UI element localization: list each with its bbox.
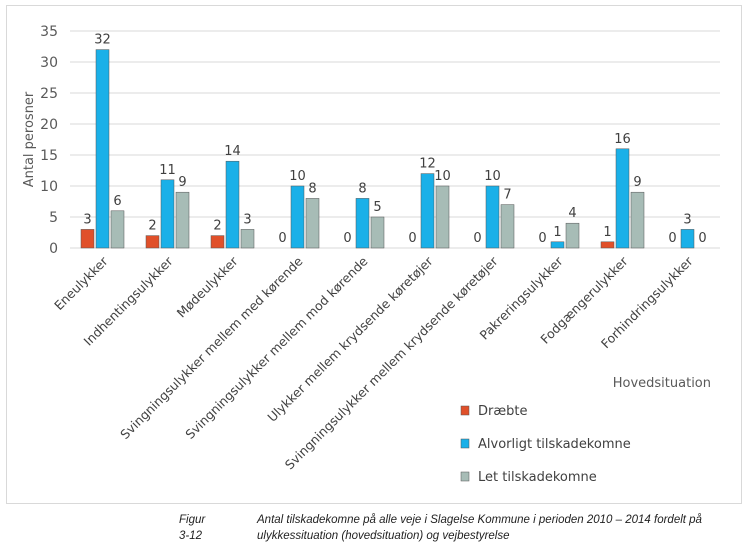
legend-swatch xyxy=(460,438,470,449)
data-label: 9 xyxy=(633,175,641,190)
data-label: 16 xyxy=(614,132,631,147)
legend-swatch xyxy=(460,471,470,482)
y-tick-label: 5 xyxy=(49,210,58,226)
y-tick-label: 15 xyxy=(40,148,58,164)
bar xyxy=(600,241,615,249)
bar xyxy=(355,198,370,249)
data-label: 1 xyxy=(553,225,561,240)
data-label: 4 xyxy=(568,206,576,221)
bar xyxy=(290,185,305,249)
data-label: 14 xyxy=(224,144,241,159)
data-label: 3 xyxy=(83,212,91,227)
data-label: 12 xyxy=(419,157,436,172)
bar xyxy=(565,222,580,249)
bar xyxy=(95,49,110,249)
data-label: 10 xyxy=(289,169,306,184)
bar xyxy=(110,210,125,249)
data-label: 9 xyxy=(178,175,186,190)
caption-text: Antal tilskadekomne på alle veje i Slage… xyxy=(257,514,702,542)
bar xyxy=(175,191,190,249)
y-tick-label: 0 xyxy=(49,241,58,257)
data-label: 8 xyxy=(308,181,316,196)
data-label: 11 xyxy=(159,163,176,178)
data-label: 32 xyxy=(94,33,111,48)
data-label: 3 xyxy=(243,212,251,227)
bar xyxy=(500,204,515,249)
chart-frame xyxy=(6,5,742,504)
legend-label: Let tilskadekomne xyxy=(478,470,597,485)
data-label: 2 xyxy=(213,219,221,234)
data-label: 8 xyxy=(358,181,366,196)
bar xyxy=(435,185,450,249)
category-label: Eneulykker xyxy=(51,253,111,313)
bar xyxy=(630,191,645,249)
y-tick-label: 35 xyxy=(40,24,58,40)
bar xyxy=(420,173,435,249)
data-label: 0 xyxy=(278,231,286,246)
bar xyxy=(210,235,225,249)
data-label: 5 xyxy=(373,200,381,215)
bar xyxy=(615,148,630,249)
y-tick-label: 10 xyxy=(40,179,58,195)
y-axis-label: Antal perosner xyxy=(22,91,37,187)
data-label: 3 xyxy=(683,212,691,227)
data-label: 7 xyxy=(503,188,511,203)
data-label: 0 xyxy=(343,231,351,246)
bar xyxy=(550,241,565,249)
category-label: Mødeulykker xyxy=(174,253,242,321)
data-label: 10 xyxy=(434,169,451,184)
y-tick-label: 25 xyxy=(40,86,58,102)
x-axis-label: Hovedsituation xyxy=(613,376,711,391)
data-label: 0 xyxy=(538,231,546,246)
caption-number: Figur 3-12 xyxy=(179,514,206,542)
data-label: 0 xyxy=(698,231,706,246)
data-label: 0 xyxy=(668,231,676,246)
bar xyxy=(80,229,95,249)
bar xyxy=(145,235,160,249)
bar xyxy=(160,179,175,249)
data-label: 1 xyxy=(603,225,611,240)
bar xyxy=(485,185,500,249)
bar xyxy=(305,198,320,249)
bar xyxy=(225,160,240,249)
y-tick-label: 20 xyxy=(40,117,58,133)
legend-swatch xyxy=(460,405,470,416)
bar xyxy=(680,229,695,249)
data-label: 10 xyxy=(484,169,501,184)
data-label: 6 xyxy=(113,194,121,209)
data-label: 2 xyxy=(148,219,156,234)
y-tick-label: 30 xyxy=(40,55,58,71)
bar xyxy=(240,229,255,249)
data-label: 0 xyxy=(408,231,416,246)
legend-label: Dræbte xyxy=(478,404,527,419)
legend-label: Alvorligt tilskadekomne xyxy=(478,437,631,452)
data-label: 0 xyxy=(473,231,481,246)
bar xyxy=(370,216,385,249)
